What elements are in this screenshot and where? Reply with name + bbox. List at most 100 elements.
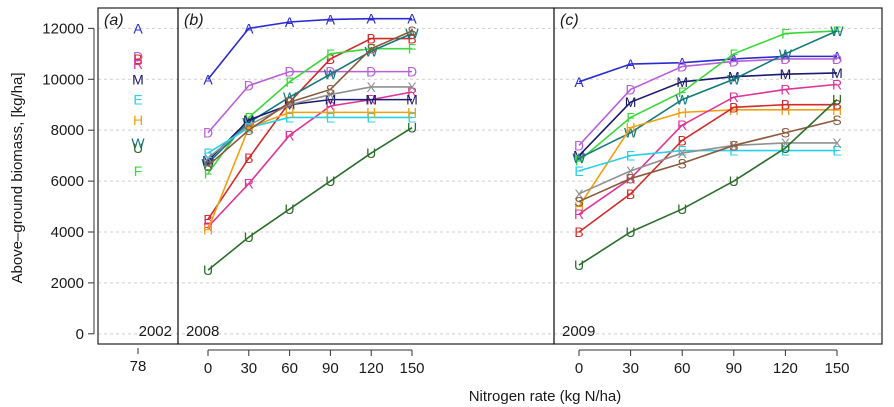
x-tick-label: 120 (359, 360, 384, 377)
point-marker: M (132, 71, 144, 87)
series-a: A A A A A A (203, 11, 417, 88)
point-marker: D (133, 48, 143, 64)
point-marker: X (626, 163, 636, 179)
grid-lines (98, 27, 882, 335)
point-marker: R (780, 81, 790, 97)
point-marker: B (326, 51, 335, 67)
point-marker: U (133, 140, 143, 156)
series-s: S S S S S S (203, 23, 416, 174)
point-marker: U (780, 140, 790, 156)
point-marker: X (326, 87, 336, 103)
point-marker: A (244, 20, 254, 36)
series-line-x (207, 86, 412, 159)
point-marker: M (573, 148, 585, 164)
point-marker: A (832, 48, 842, 64)
point-marker: S (367, 41, 376, 57)
point-marker: U (325, 173, 335, 189)
panel-label: (b) (184, 12, 204, 29)
point-marker: U (574, 257, 584, 273)
x-tick-label: 90 (725, 360, 742, 377)
y-tick-label: 2000 (51, 275, 84, 292)
point-marker: U (244, 229, 254, 245)
point-marker: A (367, 11, 377, 27)
point-marker: H (244, 120, 254, 136)
point-marker: X (367, 79, 377, 95)
point-marker: S (678, 155, 687, 171)
series-line-m (578, 72, 838, 157)
point-marker: A (626, 56, 636, 72)
point-marker: S (407, 23, 416, 39)
x-tick-label: 78 (130, 358, 147, 375)
series-line-b (207, 37, 412, 220)
point-marker: D (626, 81, 636, 97)
point-marker: X (203, 150, 213, 166)
point-marker: E (285, 109, 294, 125)
x-tick-label: 0 (204, 360, 212, 377)
point-marker: A (407, 11, 417, 27)
point-marker: A (678, 55, 688, 71)
point-marker: H (203, 221, 213, 237)
panel-label: (a) (104, 12, 124, 29)
point-marker: H (626, 120, 636, 136)
point-marker: E (832, 143, 841, 159)
point-marker: W (201, 155, 215, 171)
series-line-d (578, 58, 837, 146)
point-marker: F (626, 109, 635, 125)
point-marker: E (678, 143, 687, 159)
point-marker: R (325, 98, 335, 114)
point-marker: R (407, 84, 417, 100)
point-marker: H (133, 112, 143, 128)
point-marker: W (727, 71, 741, 87)
series-m: M M M M M M (573, 65, 843, 164)
series-e: E E E E E E (574, 143, 841, 179)
series-line-a (207, 17, 412, 80)
point-marker: D (729, 53, 739, 69)
point-marker: U (407, 120, 417, 136)
y-axis-label: Above–ground biomass, [kg/ha] (9, 73, 26, 284)
series-line-x (578, 142, 837, 195)
point-marker: S (729, 137, 738, 153)
point-marker: R (133, 56, 143, 72)
point-marker: W (676, 92, 690, 108)
point-marker: R (574, 206, 584, 222)
series-d: D (133, 48, 143, 64)
series-line-f (578, 30, 838, 162)
series-line-w (207, 32, 413, 164)
series-line-r (578, 83, 838, 215)
x-tick-label: 60 (674, 360, 691, 377)
x-tick-label: 0 (575, 360, 583, 377)
point-marker: D (244, 78, 254, 94)
point-marker: E (574, 163, 583, 179)
point-marker: W (131, 135, 145, 151)
point-marker: B (832, 97, 841, 113)
point-marker: E (133, 92, 142, 108)
point-marker: B (626, 186, 635, 202)
point-marker: F (730, 46, 739, 62)
point-marker: M (831, 65, 843, 81)
series-w: W (131, 135, 145, 151)
series-h: H H H H H H (203, 104, 417, 237)
point-marker: D (366, 64, 376, 80)
point-marker: D (677, 59, 687, 75)
point-marker: R (285, 127, 295, 143)
point-marker: X (407, 79, 417, 95)
x-tick-label: 150 (399, 360, 424, 377)
point-marker: U (285, 201, 295, 217)
point-marker: U (203, 262, 213, 278)
point-marker: S (326, 81, 335, 97)
point-marker: E (326, 109, 335, 125)
point-marker: E (203, 145, 212, 161)
point-marker: H (574, 199, 584, 215)
point-marker: F (326, 46, 335, 62)
point-marker: H (832, 102, 842, 118)
point-marker: M (243, 112, 255, 128)
point-marker: F (408, 41, 417, 57)
point-marker: E (781, 143, 790, 159)
point-marker: B (781, 97, 790, 113)
series-s: S S S S S S (574, 112, 841, 209)
point-marker: F (575, 153, 584, 169)
